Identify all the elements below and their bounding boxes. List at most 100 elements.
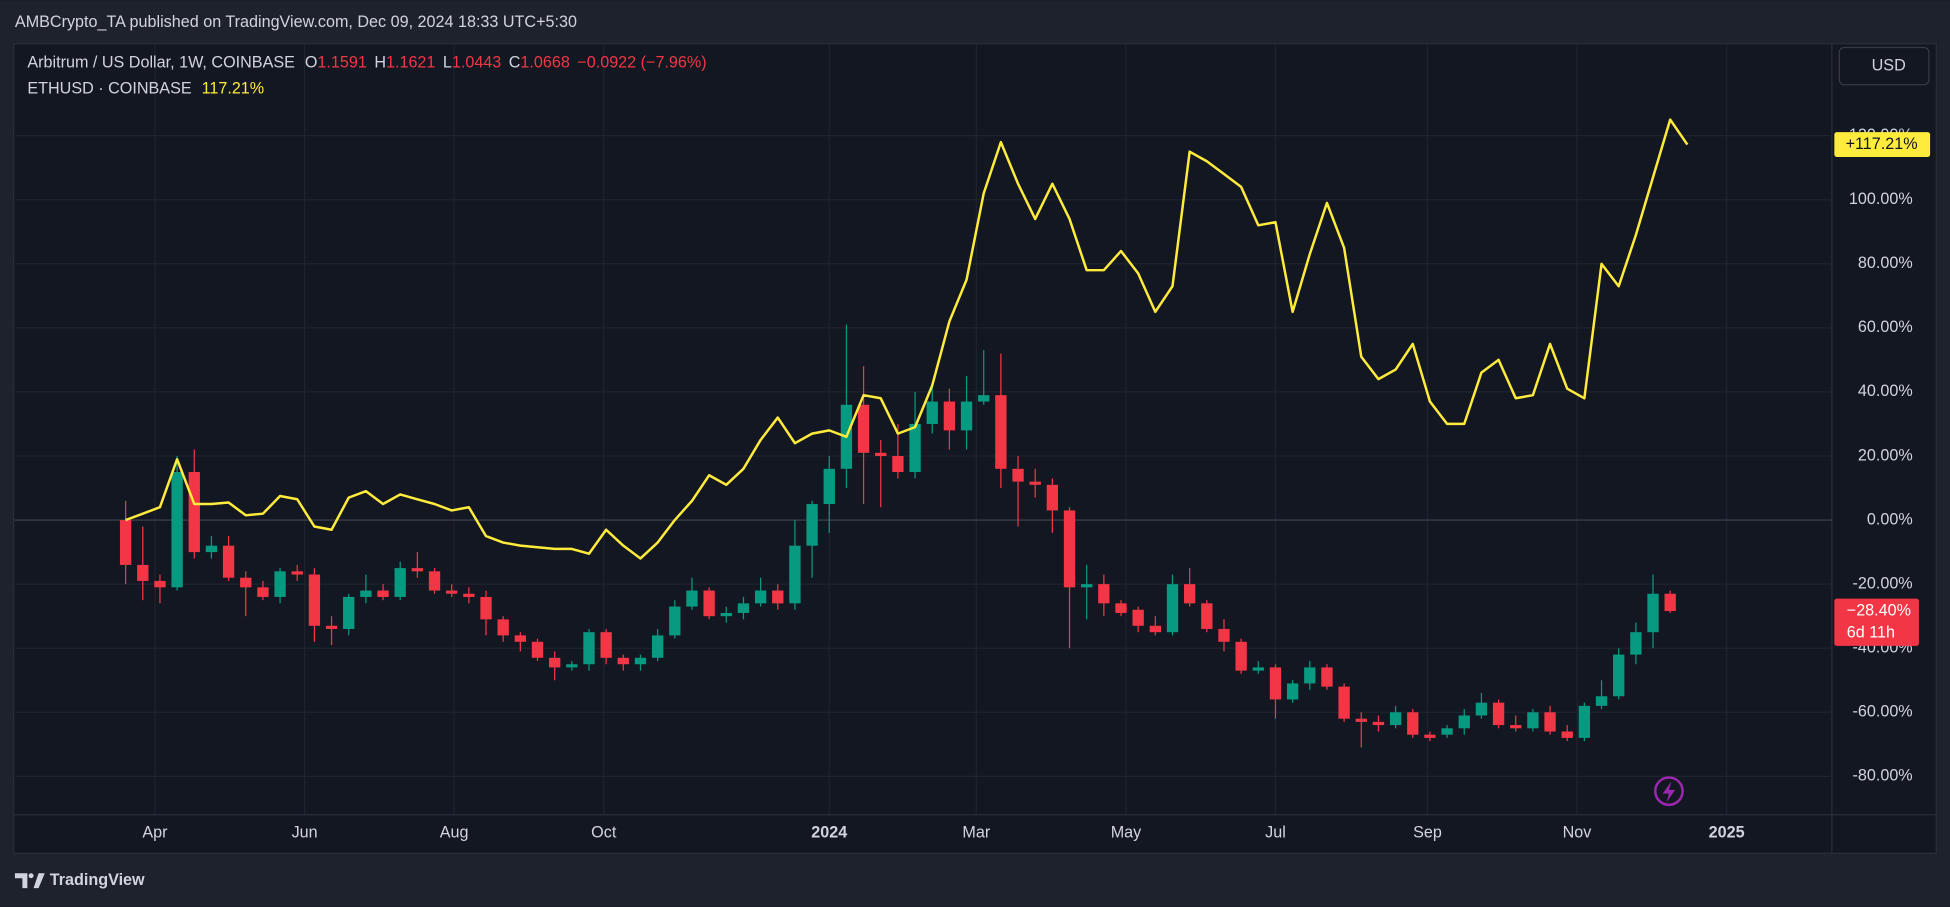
x-tick-label: Mar	[962, 824, 990, 842]
candle-body	[634, 657, 647, 665]
candle-body	[1578, 705, 1591, 738]
candle-body	[651, 635, 664, 658]
candle-body	[325, 625, 338, 629]
candle-body	[1372, 721, 1385, 726]
legend-low: 1.0443	[452, 54, 501, 72]
candle-body	[1544, 712, 1556, 732]
candle-body	[1046, 484, 1059, 511]
publisher: AMBCrypto_TA published on TradingView.co…	[15, 13, 577, 31]
last-price-tag	[1834, 598, 1919, 646]
candle-body	[806, 504, 818, 546]
y-tick-label: 60.00%	[1858, 318, 1913, 336]
candle-body	[909, 423, 921, 473]
candle-body	[240, 577, 252, 588]
candle-body	[1304, 667, 1316, 684]
candle-body	[926, 401, 938, 424]
candle-body	[1561, 731, 1573, 738]
plot	[13, 43, 1937, 854]
candle-body	[669, 606, 681, 636]
candle-body	[1527, 712, 1539, 729]
candle-body	[428, 571, 441, 591]
candle-body	[137, 564, 149, 581]
candle-body	[291, 571, 303, 575]
candle-body	[703, 590, 715, 617]
candle-body	[857, 404, 870, 453]
candle-body	[154, 580, 166, 588]
y-tick-label: 100.00%	[1849, 190, 1913, 208]
legend-name: Arbitrum / US Dollar, 1W, COINBASE	[27, 54, 295, 72]
candle-body	[754, 590, 767, 604]
y-tick-label: 80.00%	[1858, 254, 1913, 272]
currency-button[interactable]	[1838, 46, 1930, 86]
y-tick-label: -60.00%	[1853, 703, 1913, 721]
candle-body	[1664, 593, 1676, 612]
legend-l-label: L	[443, 54, 452, 72]
candle-body	[1235, 641, 1247, 671]
candle-body	[720, 612, 732, 617]
candle-body	[1441, 728, 1453, 735]
candle-body	[1012, 468, 1024, 482]
candle-body	[789, 545, 801, 604]
candle-body	[1063, 510, 1076, 588]
candle-body	[119, 520, 132, 565]
candle-body	[960, 401, 973, 431]
brand: TradingView	[50, 871, 145, 889]
y-tick-label: 40.00%	[1858, 382, 1913, 400]
candle-body	[892, 455, 904, 473]
candle-body	[1458, 715, 1470, 729]
candle-body	[257, 587, 269, 597]
compare-price-tag	[1834, 132, 1931, 158]
candle-body	[1647, 593, 1659, 633]
candle-body	[1475, 702, 1488, 716]
x-tick-label: 2024	[811, 824, 847, 842]
candle-body	[1081, 584, 1093, 588]
y-tick-label: 0.00%	[1867, 510, 1913, 528]
legend-o-label: O	[305, 54, 318, 72]
candle-body	[463, 593, 475, 597]
candle-body	[1286, 683, 1299, 700]
x-tick-label: Jul	[1265, 824, 1286, 842]
legend-main: Arbitrum / US Dollar, 1W, COINBASE O1.159…	[27, 54, 706, 72]
legend-compare: ETHUSD · COINBASE 117.21%	[27, 80, 264, 98]
candle-body	[1252, 667, 1264, 671]
candle-body	[600, 632, 612, 658]
candle-body	[343, 596, 355, 629]
candle-body	[497, 619, 509, 636]
chart-panel	[13, 43, 1937, 854]
y-tick-label: -80.00%	[1853, 767, 1913, 785]
compare-price-label: +117.21%	[1846, 135, 1918, 153]
candle-body	[222, 545, 235, 578]
candle-body	[205, 545, 218, 553]
candle-body	[1183, 584, 1196, 604]
candle-body	[772, 590, 784, 604]
candle-body	[686, 590, 698, 607]
brand-logo	[14, 873, 45, 889]
candle-body	[1613, 654, 1625, 697]
candle-body	[377, 590, 389, 597]
x-tick-label: Oct	[591, 824, 617, 842]
candle-body	[549, 657, 561, 668]
candle-body	[1389, 712, 1402, 726]
alert-icon[interactable]	[1654, 776, 1684, 807]
candle-body	[1218, 628, 1230, 642]
candle-body	[1510, 725, 1522, 729]
candle-body	[394, 568, 406, 597]
candle-body	[1595, 696, 1608, 706]
candle-body	[875, 452, 887, 456]
candle-body	[531, 641, 544, 658]
x-tick-label: Sep	[1413, 824, 1442, 842]
candle-body	[1029, 481, 1041, 485]
candle-body	[1201, 603, 1213, 629]
candle-body	[188, 472, 200, 553]
candle-body	[514, 635, 527, 642]
candle-body	[1269, 667, 1282, 700]
x-tick-label: Aug	[440, 824, 469, 842]
currency-label[interactable]: USD	[1872, 56, 1906, 74]
candle-body	[823, 468, 835, 505]
candle-body	[566, 664, 578, 668]
compare-line	[125, 118, 1689, 560]
candle-body	[274, 571, 286, 597]
candle-body	[1166, 584, 1179, 633]
